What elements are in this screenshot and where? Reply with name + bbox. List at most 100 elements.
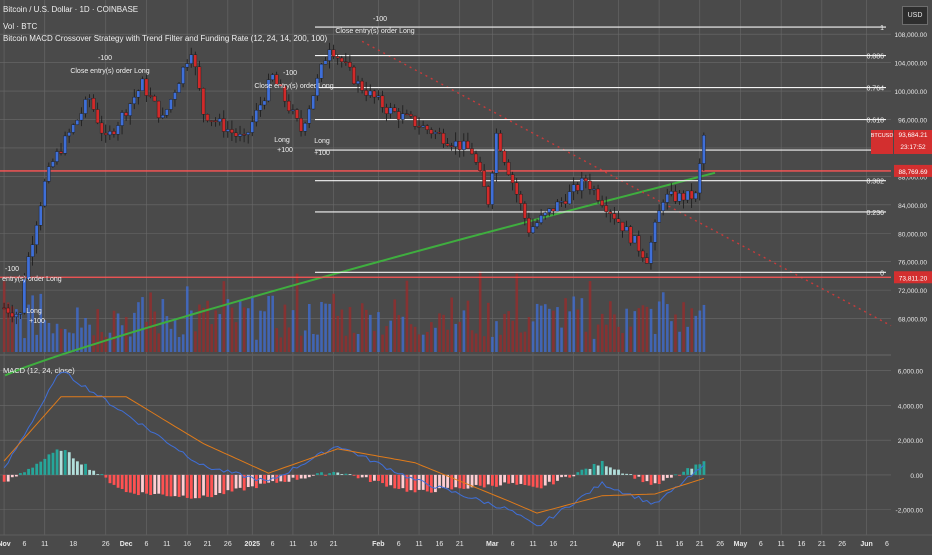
macd-histogram-bar [633,474,637,479]
macd-histogram-bar [470,474,474,488]
macd-histogram-bar [14,474,18,477]
volume-bar [255,339,258,352]
price-tick: 96,000.00 [898,118,927,125]
volume-bar [2,281,6,352]
volume-bar [523,331,527,352]
macd-histogram-bar [6,474,10,482]
candle [523,203,527,219]
macd-histogram-bar [625,473,629,475]
volume-bar [246,308,250,352]
volume-bar [51,333,55,352]
price-tick: 104,000.00 [894,61,927,68]
volume-bar [609,301,612,352]
volume-bar [527,317,531,352]
time-tick: 21 [456,541,464,548]
volume-bar [35,334,39,352]
volume-bar [405,280,409,352]
candle [307,108,312,124]
candle [278,83,283,87]
fib-label: 0 [880,270,884,277]
candle [128,103,132,116]
candle [63,135,67,154]
volume-bar [572,296,576,352]
candle [616,218,621,223]
price-tick: 68,000.00 [898,317,927,324]
macd-line [3,371,705,527]
level-badge-text: 88,769.69 [899,169,928,176]
macd-histogram-bar [389,474,393,486]
volume-bar [556,307,559,352]
candle [588,180,592,190]
macd-histogram-bar [600,460,604,475]
macd-histogram-bar [637,474,641,477]
candle [18,312,23,315]
macd-panel[interactable]: MACD (12, 24, close) [2,366,706,527]
volume-bar [678,331,681,352]
candle [669,191,674,195]
candle [51,161,55,167]
macd-histogram-bar [592,463,596,475]
candle [518,194,523,204]
volume-bar [360,303,364,352]
trade-annotation: -100 [98,55,112,62]
candle [596,188,600,201]
time-tick: 6 [759,541,763,548]
macd-histogram-bar [495,474,498,487]
macd-histogram-bar [259,474,262,484]
candle [457,141,462,150]
volume-bar [19,313,22,352]
volume-bars [2,271,706,352]
macd-histogram-bar [539,474,543,489]
volume-bar [442,314,445,352]
trade-annotation: Close entry(s) order Long [70,68,149,75]
volume-bar [409,324,413,352]
candle [661,202,665,211]
macd-histogram-bar [299,474,303,479]
volume-bar [177,337,181,352]
candle [506,162,511,175]
time-tick: 11 [163,541,170,548]
candle [575,184,580,191]
volume-bar [470,330,474,352]
macd-histogram-bar [275,474,279,483]
volume-bar [474,333,478,352]
volume-bar [702,304,706,352]
time-tick: 6 [397,541,401,548]
price-tick: 72,000.00 [898,288,927,295]
currency-button[interactable]: USD [902,6,928,25]
time-tick: 6 [511,541,515,548]
macd-histogram-bar [531,474,535,487]
volume-bar [446,329,449,352]
trade-annotation: Long [274,137,290,144]
volume-bar [454,323,458,352]
candle [303,123,307,132]
macd-histogram-bar [568,474,572,478]
candle [494,133,499,174]
candle [181,66,185,84]
volume-bar [661,292,665,352]
time-tick: 16 [435,541,443,548]
candle [160,115,165,118]
macd-histogram-bar [169,474,173,497]
macd-histogram-bar [287,474,291,482]
level-badge-text: 73,811.20 [899,275,928,282]
macd-histogram-bar [63,450,67,475]
time-tick: Jun [860,541,872,548]
candles[interactable] [2,42,706,325]
level-badge [894,271,932,284]
macd-histogram-bar [242,474,246,491]
candle [99,122,104,134]
macd-histogram-bar [381,474,384,484]
volume-bar [263,311,266,352]
candle [356,80,360,84]
macd-histogram-bar [613,469,616,475]
time-tick: 11 [778,541,785,548]
macd-histogram-bar [507,474,511,484]
macd-histogram-bar [100,474,104,475]
volume-bar [141,297,144,352]
volume-bar [336,315,340,352]
candle [10,312,15,318]
macd-histogram-bar [226,474,230,491]
